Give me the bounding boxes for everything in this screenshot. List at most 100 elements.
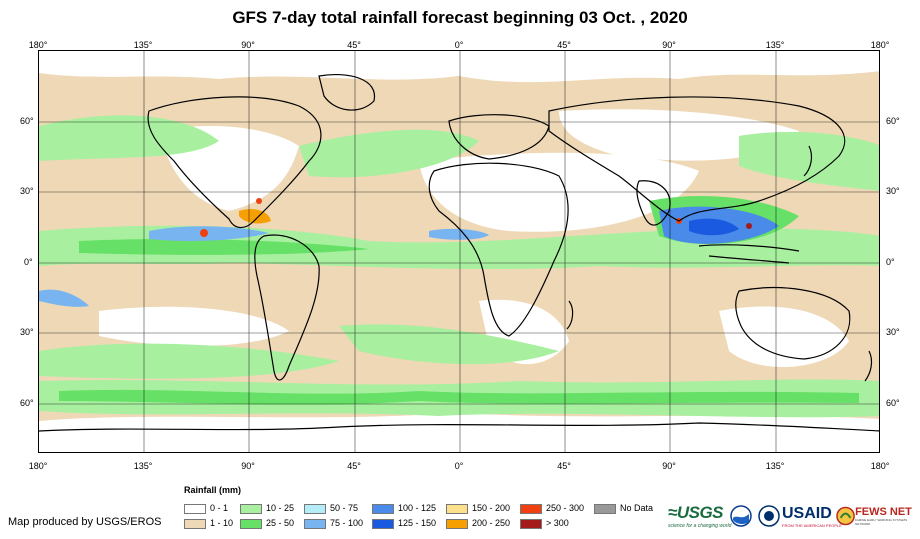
lon-label-top: 135° xyxy=(133,40,153,50)
rain-band-south-pacific xyxy=(39,343,339,379)
lon-label-bottom: 0° xyxy=(454,461,464,471)
heavy-rain-south-pacific-band xyxy=(39,289,89,307)
legend-swatch xyxy=(240,503,262,514)
extreme-rain-philippines xyxy=(746,223,752,229)
legend-title: Rainfall (mm) xyxy=(184,485,242,495)
lat-label-right: 30° xyxy=(886,186,900,196)
lon-label-bottom: 90° xyxy=(662,461,676,471)
dry-region-south-pacific xyxy=(99,306,289,346)
usaid-seal-icon xyxy=(758,505,780,527)
extreme-rain-caribbean xyxy=(256,198,262,204)
legend-label: 25 - 50 xyxy=(266,518,295,528)
lat-label-right: 30° xyxy=(886,327,900,337)
outline-south-america xyxy=(254,234,320,381)
extreme-rain-eastern-pacific-spot xyxy=(200,229,208,237)
lon-label-top: 0° xyxy=(454,40,464,50)
lat-label-left: 60° xyxy=(20,116,34,126)
heavy-rain-west-africa xyxy=(429,228,489,240)
legend-label: 100 - 125 xyxy=(398,503,437,513)
fews-net-logo: FEWS NET FAMINE EARLY WARNING SYSTEMS NE… xyxy=(836,502,920,530)
map-title: GFS 7-day total rainfall forecast beginn… xyxy=(232,8,688,27)
fews-net-text-group: FEWS NET FAMINE EARLY WARNING SYSTEMS NE… xyxy=(855,506,920,526)
map-credit: Map produced by USGS/EROS xyxy=(8,516,162,528)
legend-swatch xyxy=(594,503,616,514)
outline-indonesia xyxy=(698,244,800,264)
legend-item: 100 - 125 xyxy=(372,502,436,514)
outline-japan xyxy=(803,145,813,177)
dry-region-antarctica xyxy=(39,413,879,452)
lat-label-right: 0° xyxy=(886,257,895,267)
fews-net-emblem-icon xyxy=(836,506,855,526)
continent-outlines xyxy=(39,73,879,432)
lat-label-right: 60° xyxy=(886,398,900,408)
outline-australia xyxy=(735,287,851,360)
legend-item: 50 - 75 xyxy=(304,502,358,514)
rain-core-southern-ocean xyxy=(59,389,859,405)
usaid-logo-text: USAID xyxy=(782,504,832,522)
usgs-logo: ≈USGS science for a changing world xyxy=(668,502,731,530)
legend-label: > 300 xyxy=(546,518,569,528)
legend-item: 25 - 50 xyxy=(240,517,294,529)
outline-india xyxy=(636,180,671,226)
legend-label: 1 - 10 xyxy=(210,518,234,528)
legend-item: 125 - 150 xyxy=(372,517,436,529)
lat-label-left: 30° xyxy=(20,327,34,337)
lon-label-top: 90° xyxy=(241,40,255,50)
dry-region-australia xyxy=(719,306,849,368)
lon-label-top: 45° xyxy=(557,40,571,50)
outline-madagascar xyxy=(566,300,574,330)
outline-greenland xyxy=(318,73,376,111)
legend-swatch xyxy=(446,503,468,514)
fews-net-tagline: FAMINE EARLY WARNING SYSTEMS NETWORK xyxy=(855,518,908,526)
usaid-tagline: FROM THE AMERICAN PEOPLE xyxy=(782,522,842,528)
lon-label-bottom: 90° xyxy=(241,461,255,471)
heavy-rain-southeast-asia-core xyxy=(689,218,739,236)
lon-label-bottom: 45° xyxy=(557,461,571,471)
legend-swatch xyxy=(446,518,468,529)
usaid-seal xyxy=(758,502,780,530)
legend-label: 200 - 250 xyxy=(472,518,511,528)
legend-item: 200 - 250 xyxy=(446,517,510,529)
legend-label: 50 - 75 xyxy=(330,503,359,513)
legend-item: 150 - 200 xyxy=(446,502,510,514)
legend-swatch xyxy=(372,503,394,514)
legend-label: 150 - 200 xyxy=(472,503,511,513)
fews-net-logo-text: FEWS NET xyxy=(855,506,912,518)
legend-label: 0 - 1 xyxy=(210,503,229,513)
lat-label-left: 60° xyxy=(20,398,34,408)
legend-swatch xyxy=(304,518,326,529)
outline-north-america xyxy=(147,96,322,229)
heavy-rain-eastern-pacific xyxy=(149,226,269,241)
legend-swatch xyxy=(520,503,542,514)
lon-label-top: 90° xyxy=(662,40,676,50)
legend-item: No Data xyxy=(594,502,653,514)
legend-item: 250 - 300 xyxy=(520,502,584,514)
outline-asia xyxy=(548,96,846,222)
legend-swatch xyxy=(372,518,394,529)
rain-band-north-pacific xyxy=(39,115,219,161)
outline-antarctica xyxy=(39,422,879,432)
rainfall-map-canvas xyxy=(39,51,879,452)
legend-item: > 300 xyxy=(520,517,569,529)
legend-swatch xyxy=(184,503,206,514)
legend-item: 10 - 25 xyxy=(240,502,294,514)
legend-label: 125 - 150 xyxy=(398,518,437,528)
rain-core-itcz xyxy=(79,238,369,255)
lon-label-top: 180° xyxy=(28,40,48,50)
legend-label: 10 - 25 xyxy=(266,503,295,513)
graticule xyxy=(39,51,879,452)
rain-band-north-atlantic xyxy=(299,129,479,178)
lon-label-bottom: 180° xyxy=(28,461,48,471)
outline-africa xyxy=(428,162,569,337)
dry-region-arctic xyxy=(39,51,879,83)
legend-item: 75 - 100 xyxy=(304,517,363,529)
extreme-rain-central-america xyxy=(239,209,271,224)
legend-item: 0 - 1 xyxy=(184,502,228,514)
legend-swatch xyxy=(304,503,326,514)
legend-swatch xyxy=(184,518,206,529)
rain-band-east-asia xyxy=(739,131,879,191)
lon-label-top: 180° xyxy=(870,40,890,50)
legend-swatch xyxy=(240,518,262,529)
noaa-emblem-icon xyxy=(730,505,752,527)
legend-item: 1 - 10 xyxy=(184,517,233,529)
